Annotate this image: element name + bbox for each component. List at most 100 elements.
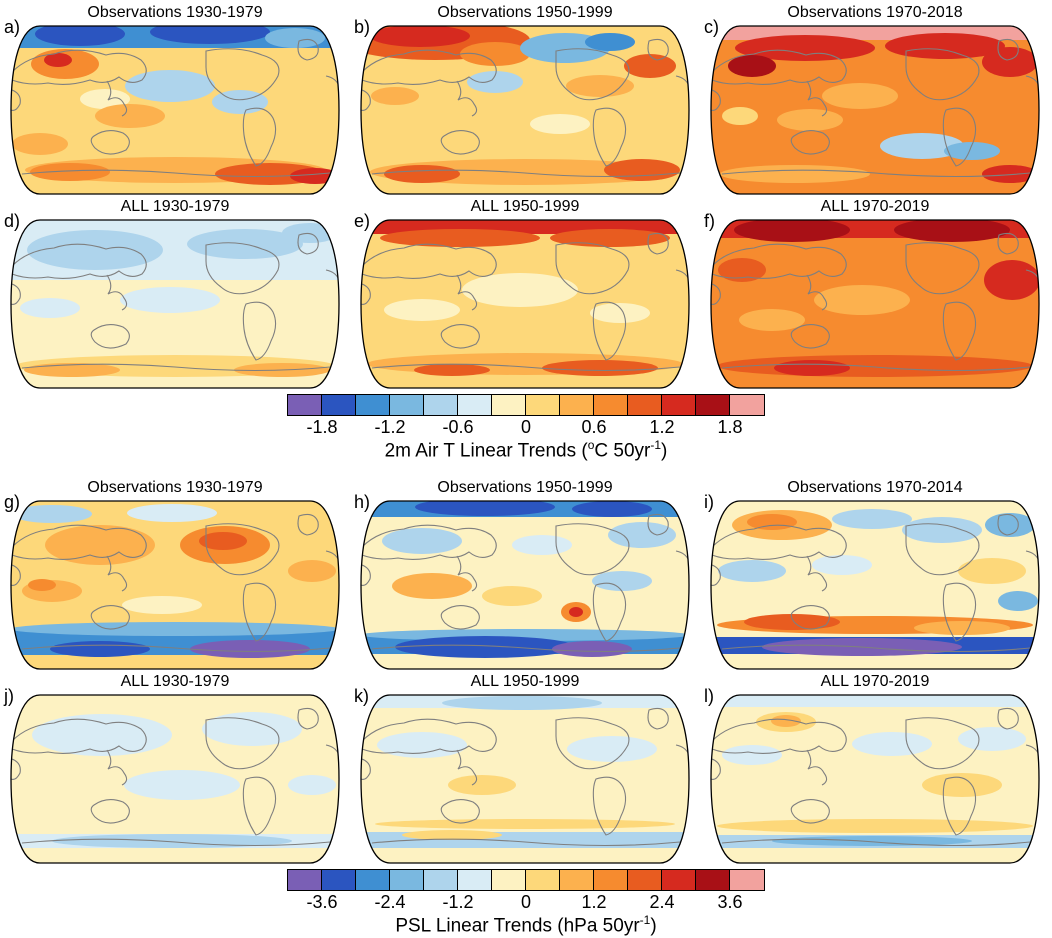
- coastline: [11, 283, 21, 305]
- trend-contour-region: [199, 532, 247, 550]
- panel-title: ALL 1970-2019: [820, 673, 930, 690]
- colorbar-cell: [322, 870, 356, 890]
- trend-contour-region: [777, 109, 843, 131]
- panel-label: e): [354, 211, 371, 231]
- trend-contour-region: [592, 571, 652, 591]
- coastline: [905, 242, 980, 295]
- colorbar-cell: [594, 870, 628, 890]
- panel-title: ALL 1930-1979: [120, 198, 230, 215]
- trend-contour-region: [717, 355, 1033, 377]
- map-panel-a: a) Observations 1930-1979: [0, 2, 350, 196]
- colorbar-cell: [730, 395, 764, 415]
- coastline: [997, 707, 1019, 730]
- coastline: [555, 717, 630, 770]
- colorbar-tick-label: 0: [520, 892, 532, 912]
- coastline: [555, 523, 630, 576]
- trend-contour-region: [95, 104, 165, 128]
- coastline: [592, 301, 627, 361]
- coastline: [711, 89, 721, 111]
- colorbar-tick-label: -1.8: [306, 417, 338, 437]
- trend-contour-region: [28, 579, 56, 591]
- trend-contour-region: [922, 773, 1002, 797]
- world-map-j: [10, 694, 340, 864]
- colorbar-tick-label: -1.2: [442, 892, 474, 912]
- panel-title: ALL 1950-1999: [470, 673, 580, 690]
- coastline: [456, 80, 478, 117]
- coastline: [361, 49, 497, 86]
- trend-contour-region: [902, 517, 982, 543]
- trend-contour-region: [371, 87, 419, 105]
- coastline: [997, 38, 1019, 61]
- map-panel-k: k) ALL 1950-1999: [350, 671, 700, 865]
- map-outline: [10, 500, 340, 670]
- trend-contour-region: [944, 142, 1000, 160]
- coastline: [11, 524, 147, 561]
- trend-contour-region: [914, 621, 1010, 635]
- pressure-colorbar-area: -3.6 -2.4 -1.2 0 1.2 2.4 3.6 PSL Linear Trends …: [0, 865, 1052, 938]
- world-map-i: [710, 500, 1040, 670]
- coastline: [905, 48, 980, 101]
- trend-contour-region: [530, 114, 590, 134]
- colorbar-tick-label: 1.8: [717, 417, 743, 437]
- trend-contour-region: [722, 745, 782, 765]
- world-map-h: [360, 500, 690, 670]
- coastline: [942, 107, 977, 167]
- trend-contour-region: [202, 712, 302, 746]
- trend-contour-region: [30, 163, 110, 181]
- coastline: [90, 324, 130, 349]
- trend-contour-region: [604, 159, 680, 181]
- colorbar-cell: [526, 395, 560, 415]
- coastline: [297, 232, 319, 255]
- coastline: [11, 758, 21, 780]
- coastline: [106, 274, 128, 311]
- trend-contour-region: [720, 165, 870, 183]
- coastline: [242, 301, 277, 361]
- trend-contour-region: [460, 42, 530, 66]
- panel-title: Observations 1930-1979: [87, 4, 263, 21]
- panel-title: Observations 1930-1979: [87, 479, 263, 496]
- world-map-b: [360, 25, 690, 195]
- trend-contour-region: [377, 732, 467, 758]
- world-map-k: [360, 694, 690, 864]
- trend-contour-region: [624, 54, 676, 78]
- map-outline: [10, 25, 340, 195]
- coastline: [297, 513, 319, 536]
- colorbar-cell: [560, 395, 594, 415]
- trend-contour-region: [982, 165, 1038, 183]
- coastline: [592, 582, 627, 642]
- coastline: [205, 523, 280, 576]
- colorbar-bar: [287, 869, 765, 891]
- air-temperature-section: a) Observations 1930-1979 b) Observations 1…: [0, 2, 1052, 463]
- colorbar-tick-label: 1.2: [581, 892, 607, 912]
- map-panel-j: j) ALL 1930-1979: [0, 671, 350, 865]
- map-panel-f: f) ALL 1970-2019: [700, 196, 1050, 390]
- coastline: [371, 644, 681, 653]
- colorbar-caption: PSL Linear Trends (hPa 50yr-1): [287, 913, 765, 938]
- caption-text: 2m Air T Linear Trends (: [384, 440, 588, 462]
- trend-contour-region: [567, 736, 657, 762]
- colorbar-cell: [628, 395, 662, 415]
- trend-contour-region: [380, 229, 540, 247]
- colorbar-cell: [492, 395, 526, 415]
- trend-contour-region: [885, 33, 1005, 59]
- trend-contour-region: [774, 360, 850, 376]
- trend-contour-region: [772, 836, 972, 846]
- colorbar-tick-label: 0: [520, 417, 532, 437]
- caption-text: ): [650, 915, 657, 937]
- trend-contour-region: [812, 555, 872, 575]
- trend-contour-region: [12, 133, 68, 155]
- trend-contour-region: [384, 299, 460, 321]
- trend-contour-region: [24, 363, 120, 377]
- trend-contour-region: [122, 596, 202, 614]
- trend-contour-region: [288, 775, 336, 795]
- colorbar-tick-label: -3.6: [306, 892, 338, 912]
- colorbar-cell: [492, 870, 526, 890]
- colorbar-tick-label: -2.4: [374, 892, 406, 912]
- coastline: [361, 243, 497, 280]
- coastline: [997, 232, 1019, 255]
- trend-contour-region: [44, 53, 72, 67]
- trend-contour-region: [11, 622, 339, 636]
- coastline: [361, 524, 497, 561]
- temperature-panel-grid: a) Observations 1930-1979 b) Observations 1…: [0, 2, 1050, 390]
